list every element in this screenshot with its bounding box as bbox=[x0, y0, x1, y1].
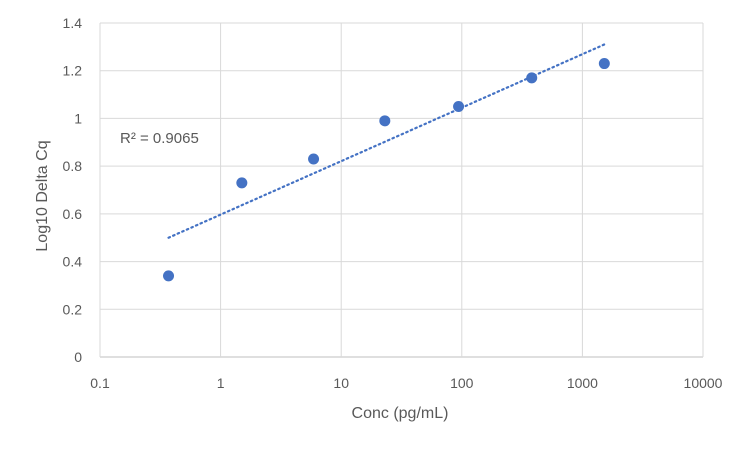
y-tick-label: 0.2 bbox=[63, 301, 83, 317]
x-tick-labels: 0.1 1 10 100 1000 10000 bbox=[90, 375, 722, 391]
x-tick-label: 0.1 bbox=[90, 375, 110, 391]
y-tick-label: 1.2 bbox=[63, 63, 83, 79]
x-axis-title: Conc (pg/mL) bbox=[352, 405, 449, 422]
x-tick-label: 10000 bbox=[684, 375, 723, 391]
trendline bbox=[167, 43, 606, 239]
y-tick-label: 0 bbox=[74, 349, 82, 365]
data-points bbox=[163, 58, 610, 282]
data-point bbox=[308, 153, 320, 165]
y-tick-label: 0.6 bbox=[63, 206, 83, 222]
data-point bbox=[526, 72, 538, 84]
trendline-path bbox=[167, 43, 606, 239]
gridlines bbox=[99, 22, 704, 358]
y-axis-title: Log10 Delta Cq bbox=[34, 140, 51, 251]
y-tick-labels: 0 0.2 0.4 0.6 0.8 1 1.2 1.4 bbox=[63, 15, 83, 365]
y-tick-label: 1.4 bbox=[63, 15, 83, 31]
x-tick-label: 100 bbox=[450, 375, 474, 391]
x-tick-label: 1000 bbox=[567, 375, 598, 391]
r-squared-label: R² = 0.9065 bbox=[120, 130, 199, 147]
y-tick-label: 0.4 bbox=[63, 254, 83, 270]
y-tick-label: 1 bbox=[74, 110, 82, 126]
data-point bbox=[163, 270, 175, 282]
x-tick-label: 1 bbox=[217, 375, 225, 391]
data-point bbox=[379, 115, 391, 127]
x-tick-label: 10 bbox=[333, 375, 349, 391]
y-tick-label: 0.8 bbox=[63, 158, 83, 174]
data-point bbox=[453, 101, 465, 112]
data-point bbox=[236, 177, 248, 189]
data-point bbox=[598, 58, 610, 70]
